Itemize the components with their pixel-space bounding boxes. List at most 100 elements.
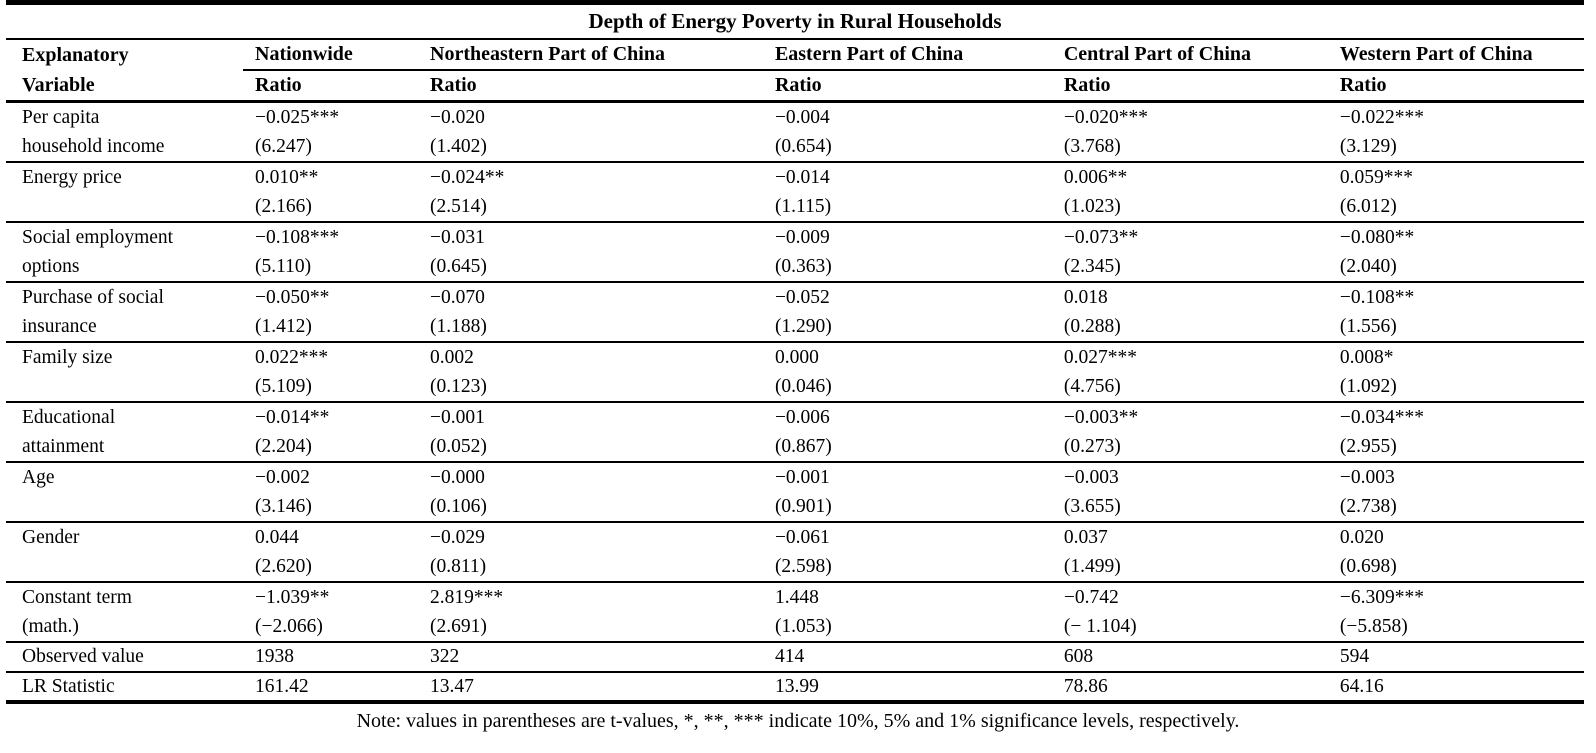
row-label: Age <box>6 462 243 523</box>
coefficient: 0.006** <box>1063 167 1128 188</box>
regression-results-table: Depth of Energy Poverty in Rural Househo… <box>6 0 1584 704</box>
t-value: (3.768) <box>1063 136 1121 157</box>
region-header-row: Explanatory Nationwide Northeastern Part… <box>6 39 1584 71</box>
t-value: (5.110) <box>255 256 312 277</box>
row-purchase-of-social-insurance: Purchase of social insurance −0.050** (1… <box>6 282 1584 343</box>
row-label: Social employment options <box>6 222 243 283</box>
coef-cell: −0.003 (2.738) <box>1327 462 1584 523</box>
t-value: (1.115) <box>774 196 832 217</box>
row-lr-statistic: LR Statistic 161.42 13.47 13.99 78.86 64… <box>6 672 1584 704</box>
row-energy-price: Energy price 0.010** (2.166) −0.024** (2… <box>6 162 1584 223</box>
coefficient: −0.000 <box>430 467 485 488</box>
coefficient: 0.044 <box>255 527 299 548</box>
coefficient: 0.022*** <box>255 347 329 368</box>
coefficient: 0.000 <box>774 347 819 368</box>
coefficient: 0.018 <box>1063 287 1108 308</box>
coef-cell: −0.003 (3.655) <box>1051 462 1328 523</box>
coef-cell: −0.108*** (5.110) <box>243 222 418 283</box>
coef-cell: 2.819*** (2.691) <box>418 582 763 643</box>
coef-cell: −0.031 (0.645) <box>418 222 763 283</box>
coefficient: −0.080** <box>1339 227 1415 248</box>
coef-cell: −0.020 (1.402) <box>418 101 763 163</box>
row-label: Per capita household income <box>6 101 243 163</box>
coef-cell: −0.073** (2.345) <box>1051 222 1328 283</box>
row-social-employment-options: Social employment options −0.108*** (5.1… <box>6 222 1584 283</box>
coef-cell: 1.448 (1.053) <box>762 582 1052 643</box>
column-header-northeastern: Northeastern Part of China <box>418 39 763 71</box>
coef-cell: 0.002 (0.123) <box>418 342 763 403</box>
coefficient: −0.031 <box>430 227 485 248</box>
coef-cell: −0.070 (1.188) <box>418 282 763 343</box>
coef-cell: −0.022*** (3.129) <box>1327 101 1584 163</box>
t-value: (3.129) <box>1339 136 1397 157</box>
t-value: (0.288) <box>1063 316 1121 337</box>
coefficient: 0.002 <box>430 347 474 368</box>
t-value: (0.363) <box>774 256 832 277</box>
coefficient: −0.009 <box>774 227 830 248</box>
row-label: LR Statistic <box>6 672 243 704</box>
t-value: (3.655) <box>1063 496 1121 517</box>
row-educational-attainment: Educational attainment −0.014** (2.204) … <box>6 402 1584 463</box>
coef-cell: −0.004 (0.654) <box>762 101 1052 163</box>
coefficient: −0.073** <box>1063 227 1139 248</box>
coef-cell: −0.014 (1.115) <box>762 162 1052 223</box>
coef-cell: −0.002 (3.146) <box>243 462 418 523</box>
coef-cell: −0.014** (2.204) <box>243 402 418 463</box>
coefficient: −0.052 <box>774 287 830 308</box>
t-value: (2.204) <box>255 436 312 457</box>
coef-cell: −0.020*** (3.768) <box>1051 101 1328 163</box>
coef-cell: 0.020 (0.698) <box>1327 522 1584 583</box>
coefficient: −0.004 <box>774 107 830 128</box>
row-gender: Gender 0.044 (2.620) −0.029 (0.811) −0.0… <box>6 522 1584 583</box>
t-value: (0.901) <box>774 496 832 517</box>
t-value: (1.402) <box>430 136 487 157</box>
summary-cell: 608 <box>1051 642 1328 673</box>
coefficient: −0.061 <box>774 527 830 548</box>
t-value: (2.345) <box>1063 256 1121 277</box>
column-header-eastern: Eastern Part of China <box>762 39 1052 71</box>
t-value: (6.012) <box>1339 196 1397 217</box>
coef-cell: 0.037 (1.499) <box>1051 522 1328 583</box>
coefficient: −0.108*** <box>255 227 340 248</box>
row-label: Observed value <box>6 642 243 673</box>
row-observed-value: Observed value 1938 322 414 608 594 <box>6 642 1584 673</box>
coef-cell: −0.080** (2.040) <box>1327 222 1584 283</box>
coefficient: −0.022*** <box>1339 107 1424 128</box>
coefficient: −1.039** <box>255 587 330 608</box>
corner-header-line1: Explanatory <box>22 43 129 66</box>
coefficient: −0.070 <box>430 287 485 308</box>
ratio-header-northeastern: Ratio <box>418 70 763 103</box>
coefficient: −0.014 <box>774 167 830 188</box>
column-header-western: Western Part of China <box>1327 39 1584 71</box>
coef-cell: −0.003** (0.273) <box>1051 402 1328 463</box>
coef-cell: −0.029 (0.811) <box>418 522 763 583</box>
t-value: (0.654) <box>774 136 832 157</box>
summary-cell: 64.16 <box>1327 672 1584 704</box>
coefficient: 0.020 <box>1339 527 1384 548</box>
coef-cell: −0.024** (2.514) <box>418 162 763 223</box>
coefficient: −0.020*** <box>1063 107 1148 128</box>
coefficient: −0.003 <box>1063 467 1119 488</box>
table-title: Depth of Energy Poverty in Rural Househo… <box>6 0 1584 40</box>
coef-cell: −0.108** (1.556) <box>1327 282 1584 343</box>
t-value: (2.514) <box>430 196 487 217</box>
summary-cell: 161.42 <box>243 672 418 704</box>
coef-cell: −0.050** (1.412) <box>243 282 418 343</box>
t-value: (2.620) <box>255 556 312 577</box>
t-value: (2.691) <box>430 616 487 637</box>
coefficient: −0.034*** <box>1339 407 1424 428</box>
coef-cell: −0.052 (1.290) <box>762 282 1052 343</box>
t-value: (1.290) <box>774 316 832 337</box>
table-note: Note: values in parentheses are t-values… <box>356 710 1240 732</box>
ratio-header-western: Ratio <box>1327 70 1584 103</box>
row-label: Constant term (math.) <box>6 582 243 643</box>
coefficient: −0.025*** <box>255 107 340 128</box>
t-value: (5.109) <box>255 376 312 397</box>
t-value: (3.146) <box>255 496 312 517</box>
coef-cell: 0.027*** (4.756) <box>1051 342 1328 403</box>
coef-cell: −0.742 (− 1.104) <box>1051 582 1328 643</box>
summary-cell: 594 <box>1327 642 1584 673</box>
coef-cell: 0.006** (1.023) <box>1051 162 1328 223</box>
row-family-size: Family size 0.022*** (5.109) 0.002 (0.12… <box>6 342 1584 403</box>
summary-cell: 414 <box>762 642 1052 673</box>
